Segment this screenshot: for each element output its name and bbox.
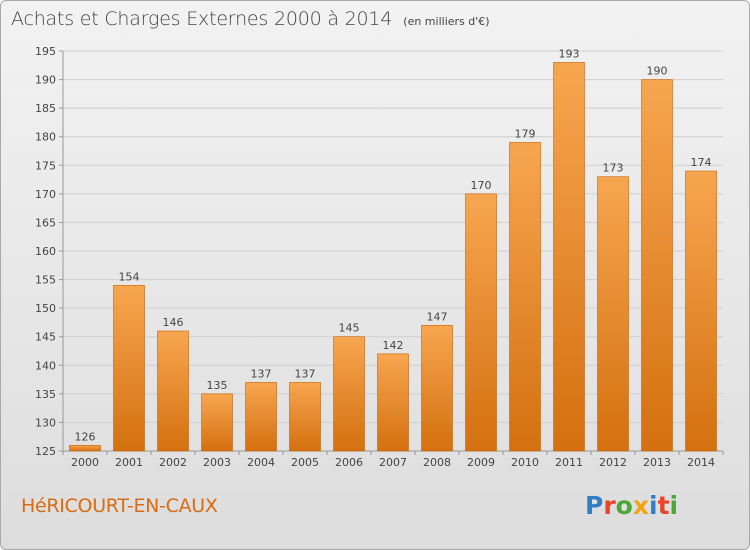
y-tick-label: 165 <box>35 216 56 229</box>
data-labels: 126 154 146 135 137 137 145 142 147 170 179 193 173 1… <box>75 47 712 443</box>
bar <box>113 284 145 452</box>
logo-letter: x <box>632 491 649 520</box>
bar <box>421 324 453 452</box>
bar <box>377 353 409 452</box>
axes: 125 130 135 140 145 150 155 160 165 170 175 180 185 1… <box>35 45 724 469</box>
data-label: 190 <box>647 65 668 78</box>
y-tick-label: 125 <box>35 445 56 458</box>
data-label: 137 <box>251 367 272 380</box>
x-tick-label: 2009 <box>467 456 495 469</box>
data-label: 170 <box>471 179 492 192</box>
chart-title-block: Achats et Charges Externes 2000 à 2014 (… <box>11 8 490 30</box>
x-tick-label: 2013 <box>643 456 671 469</box>
bar <box>641 79 673 452</box>
logo-letter: i <box>669 491 679 520</box>
x-tick-label: 2011 <box>555 456 583 469</box>
data-label: 146 <box>163 316 184 329</box>
x-tick-label: 2002 <box>159 456 187 469</box>
x-tick-label: 2007 <box>379 456 407 469</box>
data-label: 135 <box>207 379 228 392</box>
x-tick-label: 2000 <box>71 456 99 469</box>
y-tick-label: 130 <box>35 416 56 429</box>
data-label: 174 <box>691 156 712 169</box>
x-tick-label: 2012 <box>599 456 627 469</box>
chart-unit: (en milliers d'€) <box>403 15 490 28</box>
data-label: 179 <box>515 127 536 140</box>
x-tick-label: 2003 <box>203 456 231 469</box>
city-name: HéRICOURT-EN-CAUX <box>21 495 218 517</box>
bar <box>289 382 321 452</box>
bar <box>685 170 717 452</box>
logo-letter: o <box>615 491 633 520</box>
y-tick-label: 170 <box>35 188 56 201</box>
bar <box>333 336 365 452</box>
data-label: 142 <box>383 339 404 352</box>
bar <box>157 330 189 452</box>
y-tick-label: 135 <box>35 388 56 401</box>
x-tick-label: 2006 <box>335 456 363 469</box>
logo-letter: P <box>585 491 604 520</box>
x-tick-label: 2014 <box>687 456 715 469</box>
y-tick-label: 180 <box>35 131 56 144</box>
y-tick-label: 190 <box>35 74 56 87</box>
logo-letter: t <box>657 491 670 520</box>
x-tick-label: 2005 <box>291 456 319 469</box>
data-label: 137 <box>295 367 316 380</box>
y-tick-label: 150 <box>35 302 56 315</box>
y-tick-label: 185 <box>35 102 56 115</box>
bars <box>69 62 717 452</box>
data-label: 193 <box>559 47 580 60</box>
bar <box>597 176 629 452</box>
y-tick-label: 155 <box>35 274 56 287</box>
data-label: 173 <box>603 162 624 175</box>
bar <box>509 142 541 452</box>
data-label: 147 <box>427 310 448 323</box>
x-tick-label: 2004 <box>247 456 275 469</box>
y-tick-label: 195 <box>35 45 56 58</box>
y-tick-label: 175 <box>35 159 56 172</box>
y-tick-label: 145 <box>35 331 56 344</box>
y-tick-label: 160 <box>35 245 56 258</box>
x-tick-label: 2001 <box>115 456 143 469</box>
data-label: 145 <box>339 322 360 335</box>
bar <box>69 444 101 452</box>
y-tick-label: 140 <box>35 359 56 372</box>
bar <box>245 382 277 452</box>
bar <box>465 193 497 452</box>
data-label: 154 <box>119 270 140 283</box>
logo-letter: i <box>649 491 658 520</box>
chart-title: Achats et Charges Externes 2000 à 2014 <box>11 8 393 30</box>
x-tick-label: 2010 <box>511 456 539 469</box>
bar <box>553 62 585 452</box>
bar <box>201 393 233 452</box>
proxiti-logo[interactable]: Proxiti <box>585 491 678 520</box>
x-tick-label: 2008 <box>423 456 451 469</box>
data-label: 126 <box>75 430 96 443</box>
logo-letter: r <box>603 491 616 520</box>
